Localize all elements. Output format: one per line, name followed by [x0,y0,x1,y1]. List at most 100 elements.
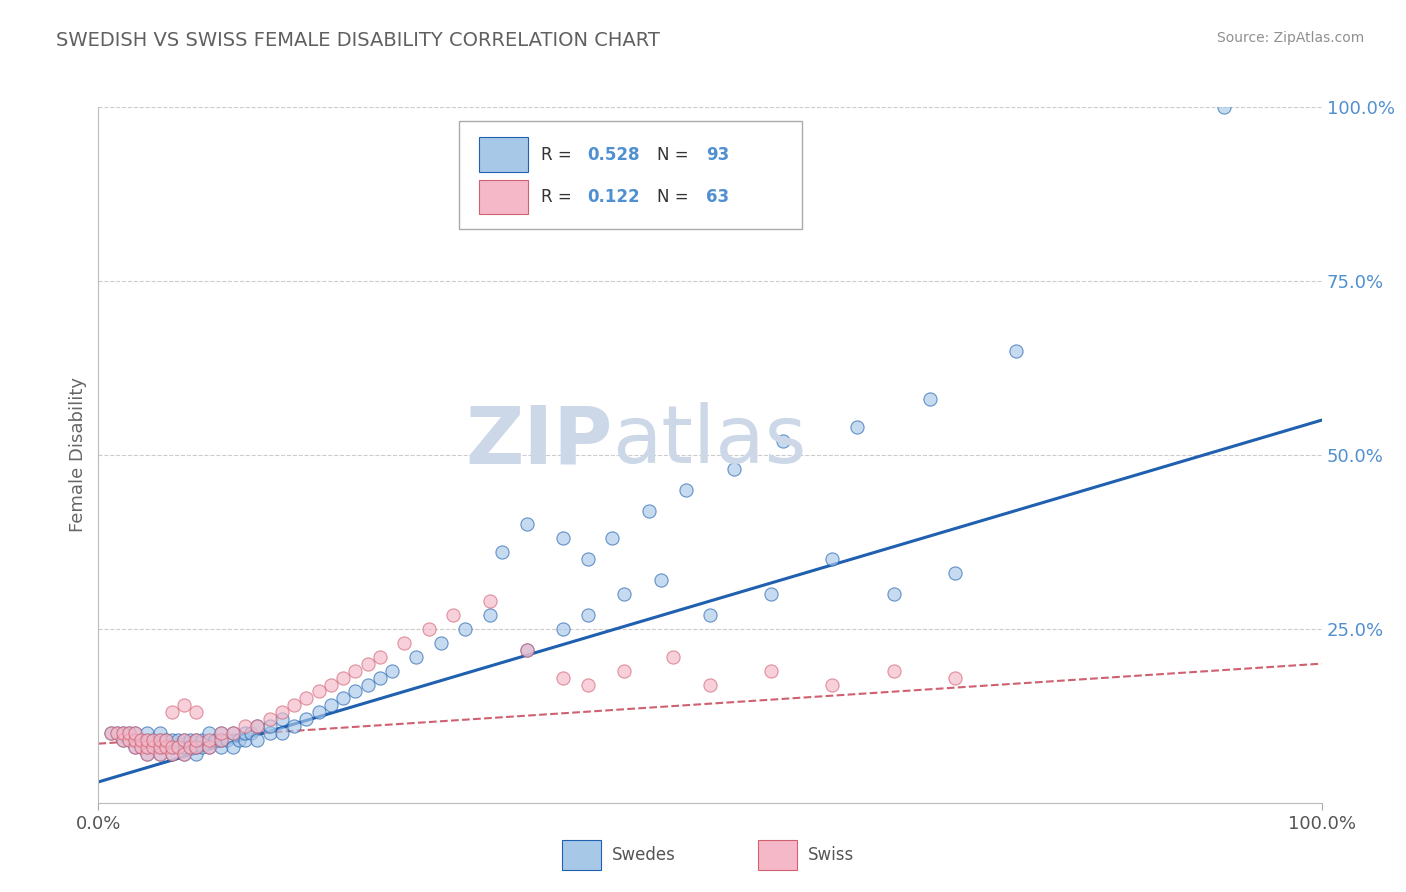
Point [149,740,172,755]
FancyBboxPatch shape [460,121,801,229]
Point [111,733,134,747]
Point [160,740,183,755]
Point [129,740,152,755]
Point [228,733,250,747]
Text: atlas: atlas [612,402,807,480]
Text: N =: N = [658,145,689,164]
Point [173,747,195,761]
Point [319,677,342,691]
Point [772,434,794,448]
Point [454,622,477,636]
Point [356,657,378,671]
Point [173,733,195,747]
Point [761,664,783,678]
Point [136,747,159,761]
Point [149,747,172,761]
Point [186,740,208,755]
Point [240,726,263,740]
Point [270,712,294,726]
Point [186,747,208,761]
Point [209,733,232,747]
Point [246,719,269,733]
Point [553,671,575,685]
Point [246,733,269,747]
Point [344,664,367,678]
Point [259,719,281,733]
Point [173,740,195,755]
Point [111,733,134,747]
Point [222,726,245,740]
Point [155,733,177,747]
Text: 63: 63 [706,188,730,206]
Point [222,726,245,740]
Point [160,706,183,720]
Point [124,733,146,747]
Point [920,392,942,407]
Text: Swedes: Swedes [612,846,676,864]
Point [233,719,256,733]
Point [173,733,195,747]
Point [111,726,134,740]
Text: 93: 93 [706,145,730,164]
Point [155,733,177,747]
Point [124,733,146,747]
Point [943,566,966,581]
Text: N =: N = [658,188,689,206]
Point [129,733,152,747]
Text: Swiss: Swiss [808,846,853,864]
Point [662,649,685,664]
Point [118,726,141,740]
Point [197,726,219,740]
Point [186,706,208,720]
Point [179,733,201,747]
Point [845,420,868,434]
Point [167,740,190,755]
Point [204,733,226,747]
Point [515,517,537,532]
Point [160,747,183,761]
FancyBboxPatch shape [758,840,797,870]
Point [124,726,146,740]
Point [136,747,159,761]
Point [100,726,122,740]
Point [613,664,636,678]
Point [943,671,966,685]
Point [491,545,513,559]
Point [149,740,172,755]
Point [149,733,172,747]
Point [1004,343,1026,358]
Point [118,733,141,747]
Point [283,719,305,733]
Point [478,607,501,622]
Point [553,622,575,636]
Point [675,483,697,497]
Point [129,733,152,747]
Point [186,740,208,755]
Point [100,726,122,740]
Point [105,726,128,740]
Point [209,733,232,747]
Point [430,636,453,650]
Text: ZIP: ZIP [465,402,612,480]
Point [136,726,159,740]
Point [344,684,367,698]
Point [233,726,256,740]
Point [160,733,183,747]
Text: SWEDISH VS SWISS FEMALE DISABILITY CORRELATION CHART: SWEDISH VS SWISS FEMALE DISABILITY CORRE… [56,31,659,50]
Point [118,726,141,740]
Point [576,677,599,691]
Text: R =: R = [541,188,572,206]
Point [650,573,672,587]
Point [124,740,146,755]
Point [332,671,354,685]
Point [821,552,844,566]
Point [270,726,294,740]
Point [160,740,183,755]
FancyBboxPatch shape [562,840,602,870]
Point [197,740,219,755]
Point [142,740,165,755]
Point [215,733,238,747]
Point [124,740,146,755]
Point [191,733,214,747]
Point [142,733,165,747]
